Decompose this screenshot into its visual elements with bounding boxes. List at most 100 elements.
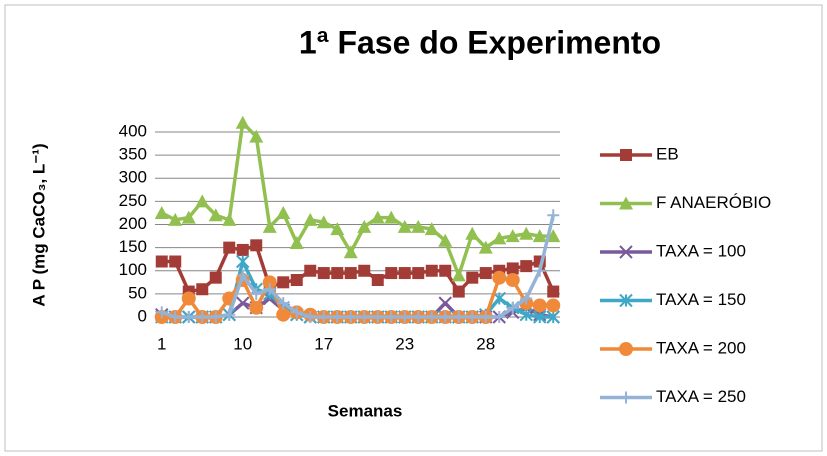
marker <box>304 264 317 277</box>
legend-marker <box>619 293 633 308</box>
x-tick-label: 28 <box>476 334 495 353</box>
marker <box>371 274 384 286</box>
marker <box>289 236 304 249</box>
marker <box>331 267 344 280</box>
marker <box>479 311 492 323</box>
legend-label: TAXA = 100 <box>656 241 746 260</box>
marker <box>290 306 303 319</box>
marker <box>425 264 438 277</box>
legend-marker <box>619 245 633 259</box>
marker <box>317 267 330 280</box>
x-tick-label: 23 <box>395 334 414 353</box>
y-axis-label: A P (mg CaCO₃, L⁻¹) <box>29 143 48 306</box>
marker <box>425 311 438 323</box>
marker <box>398 267 411 280</box>
marker <box>546 298 561 313</box>
marker <box>155 255 168 268</box>
marker <box>478 240 493 254</box>
marker <box>465 226 480 240</box>
marker <box>262 219 277 233</box>
marker <box>181 210 196 224</box>
y-tick-label: 50 <box>128 283 147 302</box>
marker <box>344 267 357 280</box>
y-tick-label: 300 <box>119 168 147 187</box>
marker <box>316 215 331 229</box>
legend-label: EB <box>656 144 679 163</box>
marker <box>533 310 547 324</box>
legend-marker <box>620 391 632 404</box>
marker <box>532 229 547 243</box>
marker <box>169 311 182 323</box>
marker <box>547 209 560 222</box>
marker <box>249 300 264 315</box>
marker <box>343 245 358 259</box>
marker <box>181 291 196 306</box>
y-tick-label: 100 <box>119 260 147 279</box>
marker <box>223 241 236 254</box>
marker <box>371 311 384 323</box>
marker <box>438 233 453 247</box>
marker <box>357 219 372 233</box>
marker <box>208 208 223 222</box>
marker <box>412 311 425 323</box>
marker <box>385 311 398 323</box>
marker <box>304 311 317 323</box>
legend-label: F ANAERÓBIO <box>656 193 771 212</box>
marker <box>277 297 290 310</box>
marker <box>493 311 506 323</box>
marker <box>250 287 263 300</box>
legend-label: TAXA = 250 <box>656 387 746 406</box>
marker <box>532 298 547 313</box>
marker <box>250 239 263 252</box>
marker <box>519 226 534 240</box>
marker <box>195 194 210 208</box>
marker <box>452 311 465 323</box>
marker <box>505 229 520 243</box>
marker <box>303 212 318 226</box>
marker <box>424 222 439 236</box>
marker <box>546 229 561 243</box>
marker <box>182 311 195 323</box>
marker <box>466 311 479 323</box>
marker <box>358 264 371 277</box>
x-tick-label: 17 <box>314 334 333 353</box>
marker <box>520 260 533 273</box>
marker <box>385 267 398 280</box>
marker <box>276 307 291 322</box>
marker <box>438 296 452 310</box>
marker <box>506 262 519 275</box>
marker <box>398 311 411 323</box>
marker <box>520 292 533 305</box>
legend-label: TAXA = 200 <box>656 338 746 357</box>
chart-title: 1ª Fase do Experimento <box>299 24 661 60</box>
y-tick-label: 0 <box>138 306 147 325</box>
marker <box>209 311 222 323</box>
y-tick-label: 150 <box>119 237 147 256</box>
marker <box>370 210 385 224</box>
marker <box>262 275 277 290</box>
marker <box>317 311 330 323</box>
marker <box>452 285 465 298</box>
marker <box>263 283 276 296</box>
marker <box>154 205 169 219</box>
marker <box>169 255 182 268</box>
marker <box>505 273 520 287</box>
marker <box>411 219 426 233</box>
marker <box>479 267 492 280</box>
marker <box>492 231 507 245</box>
legend-marker <box>620 149 632 161</box>
marker <box>277 276 290 289</box>
marker <box>236 254 250 269</box>
marker <box>290 274 303 286</box>
marker <box>397 219 412 233</box>
marker <box>412 267 425 280</box>
marker <box>519 307 533 322</box>
marker <box>451 268 466 282</box>
marker <box>506 301 519 314</box>
x-axis-label: Semanas <box>328 401 403 420</box>
y-tick-label: 250 <box>119 191 147 210</box>
marker <box>196 283 209 296</box>
marker <box>168 212 183 226</box>
marker <box>533 264 546 277</box>
marker <box>358 311 371 323</box>
